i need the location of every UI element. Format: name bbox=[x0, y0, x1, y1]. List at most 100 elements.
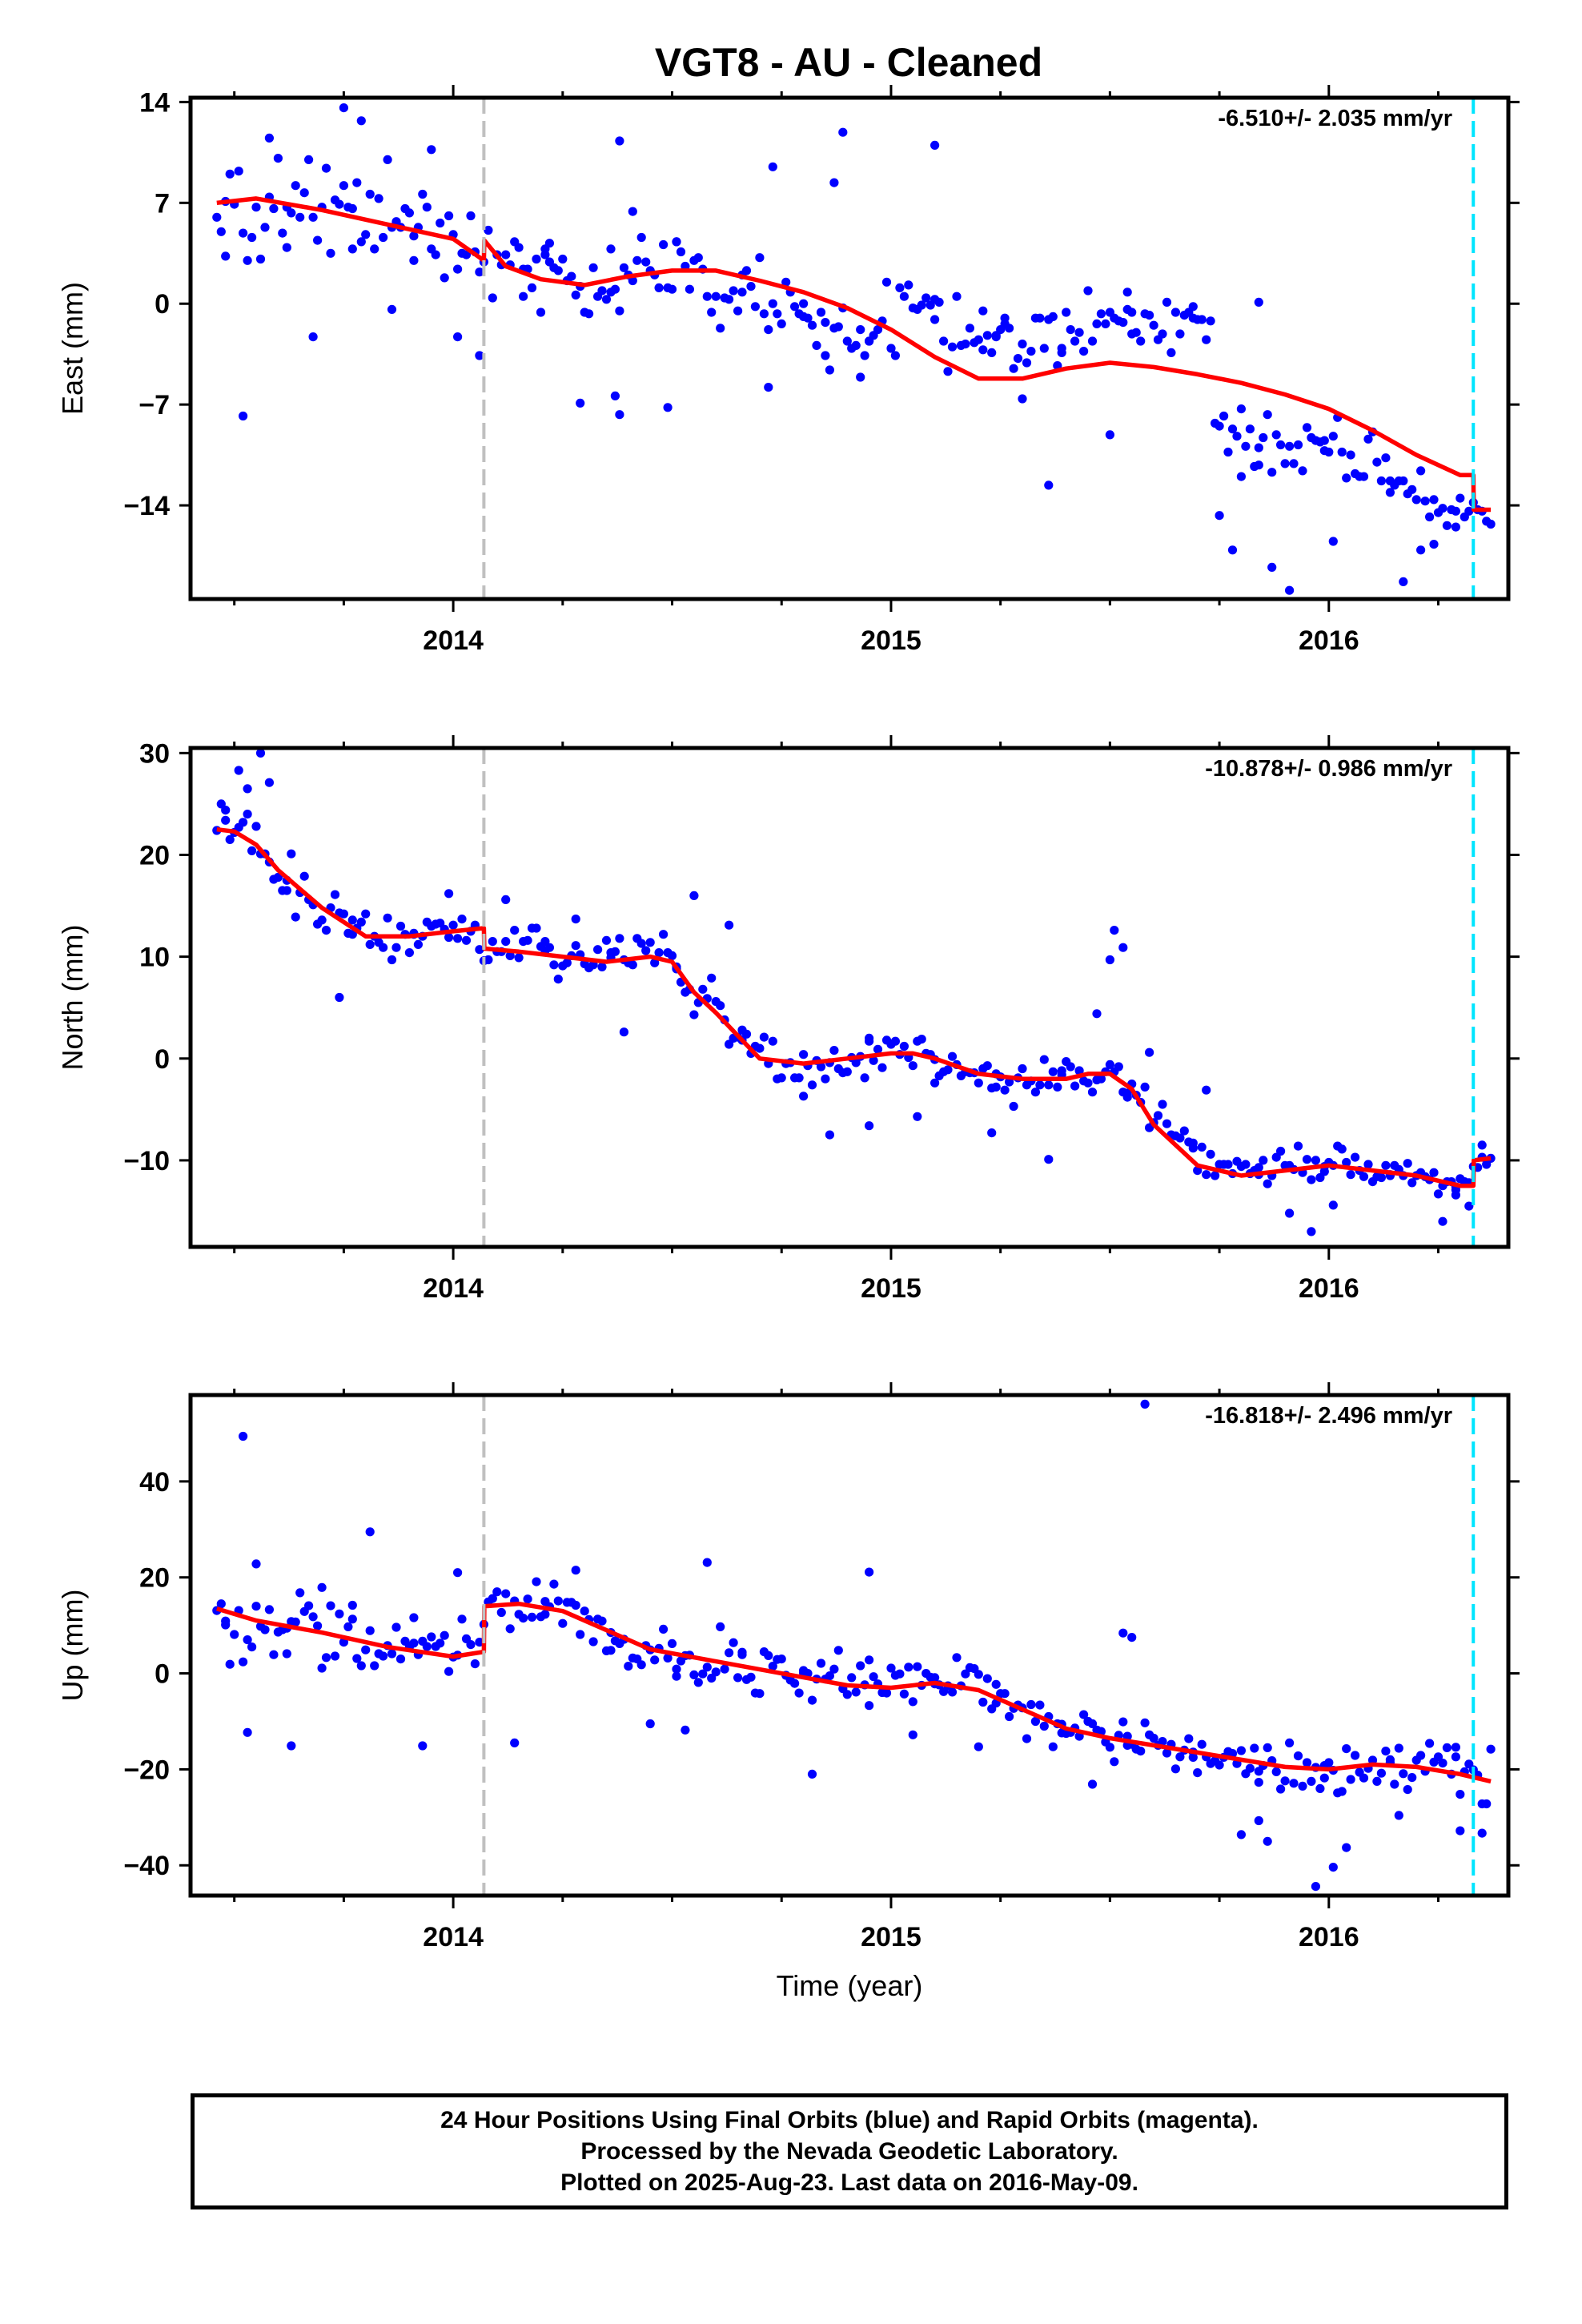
data-point bbox=[396, 921, 406, 931]
data-point bbox=[693, 253, 703, 263]
data-point bbox=[667, 1638, 677, 1648]
data-point bbox=[707, 308, 717, 317]
data-point bbox=[917, 300, 926, 310]
data-point bbox=[829, 1046, 839, 1055]
data-point bbox=[865, 1121, 874, 1131]
data-point bbox=[895, 283, 905, 292]
data-point bbox=[702, 1558, 712, 1567]
data-point bbox=[952, 1653, 962, 1663]
data-point bbox=[1079, 1710, 1089, 1719]
data-point bbox=[317, 1663, 327, 1673]
data-point bbox=[1211, 1171, 1220, 1180]
data-point bbox=[264, 133, 274, 143]
data-point bbox=[269, 1650, 279, 1659]
data-point bbox=[558, 1618, 568, 1628]
data-point bbox=[558, 254, 568, 264]
data-point bbox=[1346, 1775, 1355, 1784]
footer-line-2: Processed by the Nevada Geodetic Laborat… bbox=[580, 2138, 1118, 2165]
data-point bbox=[273, 154, 283, 163]
data-point bbox=[619, 263, 629, 272]
data-point bbox=[610, 391, 620, 400]
data-point bbox=[1289, 459, 1299, 468]
y-tick-label: 0 bbox=[155, 289, 170, 320]
model-fit-line bbox=[216, 1601, 1492, 1784]
data-point bbox=[1044, 1155, 1054, 1164]
data-point bbox=[532, 1577, 541, 1586]
data-point bbox=[347, 1614, 357, 1624]
data-point bbox=[982, 1061, 992, 1071]
data-point bbox=[1000, 1085, 1010, 1095]
data-point bbox=[273, 872, 283, 883]
data-point bbox=[1110, 1757, 1119, 1767]
data-point bbox=[1140, 1082, 1150, 1092]
data-point bbox=[1359, 472, 1369, 481]
data-point bbox=[422, 203, 432, 212]
data-point bbox=[1315, 1783, 1325, 1793]
data-point bbox=[1359, 1172, 1369, 1181]
data-point bbox=[930, 315, 940, 324]
data-point bbox=[326, 248, 335, 258]
data-point bbox=[239, 818, 248, 827]
data-point bbox=[523, 935, 532, 945]
data-point bbox=[243, 810, 252, 819]
data-point bbox=[689, 891, 699, 900]
data-point bbox=[440, 273, 449, 283]
data-point bbox=[1363, 1160, 1373, 1169]
data-point bbox=[308, 212, 318, 222]
data-point bbox=[1013, 354, 1023, 364]
data-point bbox=[409, 1613, 419, 1622]
data-point bbox=[1254, 443, 1263, 452]
data-point bbox=[628, 207, 637, 216]
data-point bbox=[1035, 1700, 1045, 1710]
data-point bbox=[1166, 348, 1176, 357]
data-point bbox=[768, 1036, 777, 1046]
data-point bbox=[1254, 297, 1263, 307]
data-point bbox=[803, 313, 813, 323]
data-point bbox=[484, 225, 493, 235]
data-point bbox=[615, 934, 624, 943]
data-point bbox=[1241, 1160, 1251, 1169]
data-point bbox=[764, 1651, 773, 1660]
data-point bbox=[317, 915, 327, 925]
data-point bbox=[1429, 495, 1439, 505]
data-point bbox=[1140, 1399, 1150, 1409]
data-point bbox=[1118, 943, 1128, 952]
data-point bbox=[1223, 1160, 1233, 1169]
data-point bbox=[247, 1642, 257, 1652]
data-point bbox=[978, 1697, 988, 1707]
data-point bbox=[707, 973, 717, 983]
data-point bbox=[1276, 440, 1286, 450]
data-point bbox=[1101, 319, 1110, 328]
data-point bbox=[930, 1078, 940, 1088]
data-point bbox=[1285, 585, 1295, 595]
data-point bbox=[650, 1655, 660, 1665]
data-point bbox=[663, 1653, 673, 1663]
data-point bbox=[422, 1642, 432, 1651]
plot-area-up bbox=[212, 1399, 1496, 1892]
data-point bbox=[681, 1725, 690, 1735]
data-point bbox=[448, 920, 458, 930]
data-point bbox=[746, 1672, 756, 1682]
data-point bbox=[347, 203, 357, 214]
data-point bbox=[251, 203, 261, 212]
data-point bbox=[370, 244, 379, 254]
data-point bbox=[1026, 1699, 1036, 1710]
data-point bbox=[1158, 1100, 1167, 1109]
data-point bbox=[716, 1622, 725, 1631]
data-point bbox=[444, 932, 454, 943]
data-point bbox=[243, 1727, 252, 1737]
data-point bbox=[1136, 1747, 1146, 1756]
y-tick-label: 20 bbox=[139, 841, 170, 871]
data-point bbox=[1079, 347, 1089, 356]
data-point bbox=[225, 834, 235, 844]
data-point bbox=[330, 1651, 340, 1661]
data-point bbox=[1381, 1160, 1391, 1170]
x-tick-label: 2015 bbox=[861, 625, 921, 656]
data-point bbox=[659, 930, 669, 939]
data-point bbox=[1399, 577, 1408, 587]
data-point bbox=[667, 284, 677, 294]
data-point bbox=[427, 145, 436, 155]
data-point bbox=[1215, 511, 1224, 521]
data-point bbox=[689, 1670, 699, 1679]
data-point bbox=[825, 1671, 834, 1681]
